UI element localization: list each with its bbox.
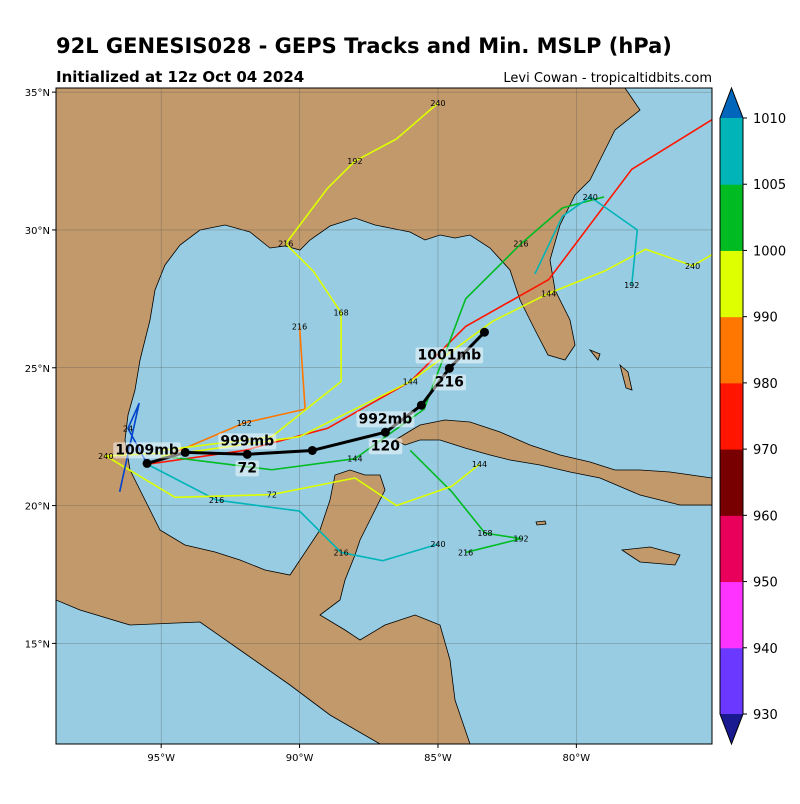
hour-label: 192 xyxy=(347,157,362,166)
lon-tick-label: 80°W xyxy=(563,753,591,764)
label-bg xyxy=(218,433,277,450)
lon-tick-label: 95°W xyxy=(147,753,175,764)
hour-label: 216 xyxy=(278,240,293,249)
colorbar-swatch xyxy=(720,184,743,251)
hour-label: 216 xyxy=(458,548,473,557)
colorbar-swatch xyxy=(720,647,743,715)
lon-tick-label: 90°W xyxy=(286,753,314,764)
mean-track-point xyxy=(307,445,317,455)
colorbar-swatch xyxy=(720,581,743,649)
ensemble-track xyxy=(161,102,439,452)
mean-track-point xyxy=(180,447,190,457)
pressure-label: 1001mb xyxy=(418,347,482,363)
mean-hour-label: 72 xyxy=(238,460,257,476)
colorbar-swatch xyxy=(720,316,743,384)
ensemble-track xyxy=(147,326,306,465)
colorbar: 930 940 950 960 970 980 990 1000 1005 1010 xyxy=(719,86,786,746)
ensemble-track xyxy=(534,196,639,286)
colorbar-label: 980 xyxy=(753,377,778,392)
mean-track-point xyxy=(142,458,152,468)
colorbar-label: 930 xyxy=(753,708,778,723)
colorbar-label: 970 xyxy=(753,443,778,458)
jamaica xyxy=(620,546,681,566)
hour-label: 24 xyxy=(123,424,133,433)
hour-label: 240 xyxy=(685,262,700,271)
colorbar-swatch xyxy=(720,250,743,318)
lon-tick-label: 85°W xyxy=(424,753,452,764)
colorbar-label: 1000 xyxy=(753,244,786,259)
mean-track-point xyxy=(479,327,489,337)
label-bg xyxy=(415,347,484,364)
colorbar-label: 990 xyxy=(753,311,778,326)
tracks: 192 216 168 216 192 240 144 216 144 144 240 216 216 2… xyxy=(98,99,712,562)
hour-label: 144 xyxy=(347,455,362,464)
hour-label: 144 xyxy=(403,378,418,387)
title: 92L GENESIS028 - GEPS Tracks and Min. MS… xyxy=(56,34,672,58)
colorbar-swatch xyxy=(720,382,743,450)
hour-label: 192 xyxy=(624,281,639,290)
colorbar-swatch xyxy=(720,515,743,583)
credit: Levi Cowan - tropicaltidbits.com xyxy=(503,71,712,86)
colorbar-label: 1010 xyxy=(753,112,786,127)
subtitle: Initialized at 12z Oct 04 2024 xyxy=(56,68,304,86)
colorbar-label: 1005 xyxy=(753,178,786,193)
hour-label: 240 xyxy=(98,452,113,461)
colorbar-label: 950 xyxy=(753,576,778,591)
colorbar-swatch xyxy=(720,118,743,185)
grid xyxy=(56,88,712,744)
hour-label: 216 xyxy=(333,548,348,557)
lat-tick-label: 20°N xyxy=(25,502,50,513)
colorbar-label: 960 xyxy=(753,509,778,524)
mean-track-point xyxy=(242,449,252,459)
mean-hour-label: 216 xyxy=(435,374,464,390)
mean-track-point xyxy=(380,427,390,437)
hour-label: 168 xyxy=(477,529,492,538)
axes: 95°W 90°W 85°W 80°W 15°N 20°N 25°N 30°N 35°N xyxy=(25,88,591,764)
ensemble-track xyxy=(105,452,480,507)
label-bg xyxy=(432,374,466,391)
hour-label: 240 xyxy=(583,193,598,202)
colorbar-label: 940 xyxy=(753,642,778,657)
pressure-label: 992mb xyxy=(358,411,412,427)
hour-label: 144 xyxy=(541,289,556,298)
mean-track-point xyxy=(416,400,426,410)
map: 192 216 168 216 192 240 144 216 144 144 240 216 216 2… xyxy=(56,88,712,744)
hour-label: 192 xyxy=(513,535,528,544)
label-bg xyxy=(113,442,181,459)
hour-label: 240 xyxy=(430,540,445,549)
ensemble-track xyxy=(146,463,439,562)
ensemble-track xyxy=(161,248,712,457)
land xyxy=(56,88,712,744)
lat-tick-label: 35°N xyxy=(25,88,50,99)
cayman xyxy=(535,520,547,526)
north-america xyxy=(56,88,641,744)
hour-label: 216 xyxy=(209,496,224,505)
label-bg xyxy=(356,411,415,428)
ensemble-track xyxy=(409,449,522,554)
pressure-label: 1009mb xyxy=(115,442,179,458)
hour-label: 192 xyxy=(237,419,252,428)
mean-hour-label: 120 xyxy=(371,438,400,454)
hour-label: 168 xyxy=(333,309,348,318)
colorbar-over xyxy=(720,88,743,118)
pressure-label: 999mb xyxy=(220,433,274,449)
cuba xyxy=(394,419,712,506)
map-frame xyxy=(55,87,713,745)
colorbar-under xyxy=(720,714,743,744)
mean-track-point xyxy=(444,363,454,373)
colorbar-swatch xyxy=(720,449,743,516)
lat-tick-label: 25°N xyxy=(25,364,50,375)
label-bg xyxy=(235,460,260,477)
bahamas xyxy=(588,349,633,391)
hour-label: 216 xyxy=(513,240,528,249)
hour-label: 144 xyxy=(472,460,487,469)
lat-tick-label: 15°N xyxy=(25,639,50,650)
label-bg xyxy=(368,438,403,455)
hour-label: 72 xyxy=(267,491,277,500)
hour-label: 216 xyxy=(292,322,307,331)
lat-tick-label: 30°N xyxy=(25,226,50,237)
hour-label: 240 xyxy=(430,99,445,108)
